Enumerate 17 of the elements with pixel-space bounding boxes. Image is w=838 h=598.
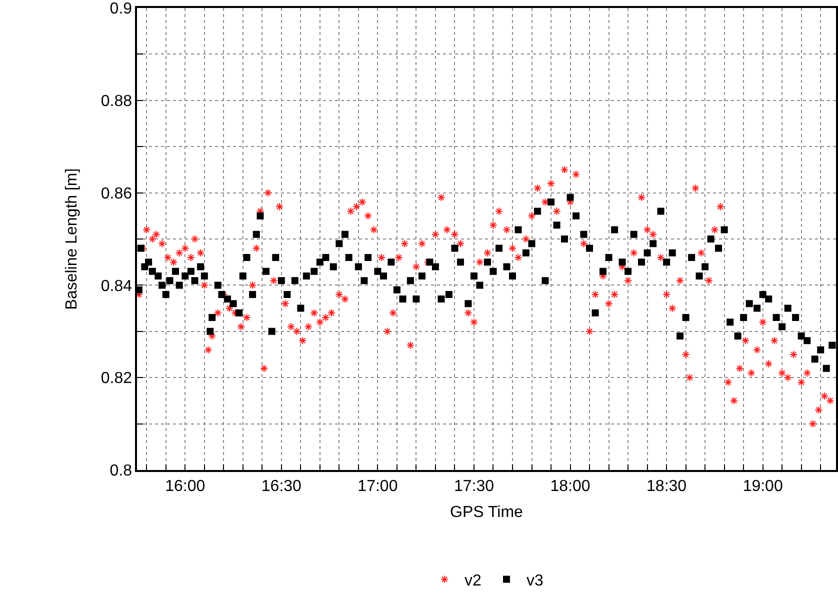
legend-label: v2	[464, 572, 482, 590]
x-tick-label: 18:30	[646, 478, 687, 495]
y-tick-label: 0.84	[100, 278, 132, 295]
legend-label: v3	[526, 572, 544, 590]
x-tick-label: 16:00	[165, 478, 206, 495]
x-tick-label: 18:00	[550, 478, 590, 495]
y-tick-label: 0.88	[100, 93, 132, 110]
y-tick-label: 0.8	[110, 462, 132, 480]
x-tick-label: 17:00	[358, 478, 398, 495]
x-tick-label: 17:30	[454, 478, 494, 495]
x-tick-label: 16:30	[261, 478, 302, 495]
x-axis-title: GPS Time	[450, 504, 524, 522]
y-tick-label: 0.9	[110, 0, 132, 18]
y-tick-label: 0.82	[100, 370, 132, 388]
y-axis-title: Baseline Length [m]	[63, 168, 80, 310]
y-tick-label: 0.86	[100, 185, 132, 202]
x-tick-label: 19:00	[742, 478, 783, 495]
